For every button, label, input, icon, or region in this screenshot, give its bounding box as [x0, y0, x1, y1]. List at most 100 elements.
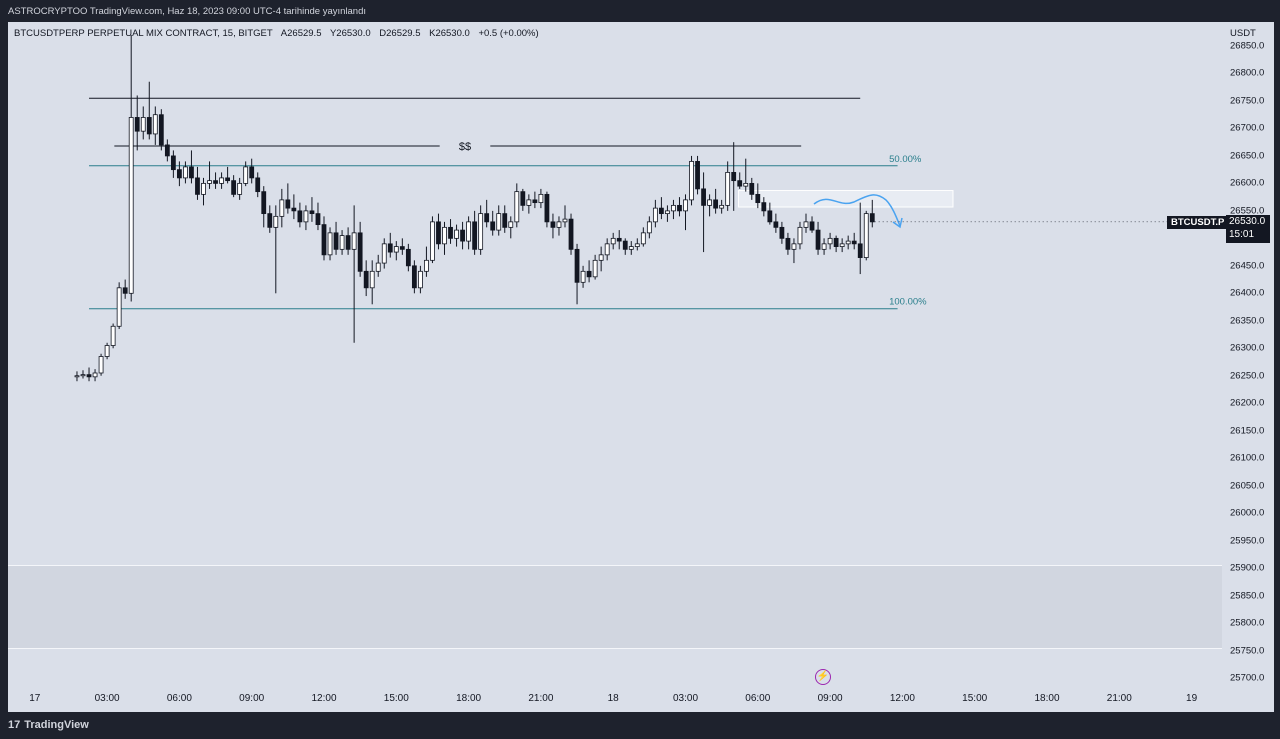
price-tick-label: 25750.0	[1230, 645, 1265, 657]
price-tick-label: 26850.0	[1230, 40, 1265, 52]
candle-body	[616, 237, 622, 242]
candle-body	[659, 207, 664, 215]
projection-arrowhead	[892, 217, 903, 229]
lower-indicator-pane	[8, 565, 1222, 649]
time-tick-label: 03:00	[672, 693, 699, 704]
candle-body	[767, 210, 773, 223]
candle-body	[592, 259, 598, 278]
candle-body	[689, 161, 694, 201]
last-price-tag: 26530.0 15:01	[1226, 215, 1270, 243]
attribution-text: ASTROCRYPTOO TradingView.com, Haz 18, 20…	[8, 6, 367, 17]
candle-body	[285, 199, 291, 209]
candle-body	[833, 237, 839, 247]
candle-body	[731, 171, 737, 182]
candle-body	[514, 191, 520, 223]
price-tick-label: 26300.0	[1230, 342, 1265, 354]
candle-body	[201, 182, 206, 195]
candle-body	[357, 232, 363, 272]
candle-body	[478, 213, 484, 250]
candle-body	[249, 166, 255, 179]
legend-open: A26529.5	[280, 28, 322, 39]
candle-body	[791, 243, 797, 250]
candle-body	[502, 213, 508, 228]
candle-body	[411, 265, 417, 289]
candle-body	[809, 221, 815, 231]
projection-arrow	[813, 194, 901, 227]
candle-body	[297, 210, 303, 223]
candle-body	[574, 248, 580, 283]
candle-body	[213, 180, 218, 184]
candle-body	[785, 237, 791, 250]
time-tick-label: 09:00	[239, 693, 265, 704]
time-axis[interactable]: 17 03:00 06:00 09:00 12:00 15:00 18:00 21:00 18 0…	[8, 686, 1222, 712]
candle-body	[381, 243, 387, 264]
legend-close: K26530.0	[429, 28, 470, 39]
legend-change: +0.5 (+0.00%)	[478, 28, 539, 39]
candle-body	[164, 144, 170, 157]
fib-100-label: 100.00%	[889, 297, 927, 308]
candle-body	[152, 114, 158, 135]
candle-body	[857, 243, 863, 258]
candle-body	[701, 188, 706, 206]
candle-body	[538, 193, 544, 204]
candle-body	[339, 235, 345, 250]
candle-body	[436, 221, 441, 245]
time-tick-label: 15:00	[962, 693, 988, 704]
price-tick-label: 26650.0	[1230, 150, 1265, 162]
price-axis-currency: USDT	[1230, 28, 1256, 39]
candle-body	[430, 221, 435, 261]
tradingview-logo[interactable]: 17 TradingView	[8, 719, 89, 731]
candle-body	[92, 372, 98, 378]
candle-body	[176, 169, 182, 179]
chart-pane[interactable]: $$ 50.00% 100.00% BTCUSDTPERP PERPETUAL MI…	[8, 22, 1222, 686]
candle-body	[448, 226, 453, 239]
time-tick-label: 18:00	[1034, 693, 1060, 704]
candle-body	[267, 213, 273, 228]
candle-body	[146, 117, 152, 135]
time-tick-label: 12:00	[311, 693, 337, 704]
price-tick-label: 26000.0	[1230, 507, 1265, 519]
candle-body	[442, 226, 447, 245]
time-tick-label: 18	[607, 693, 619, 704]
time-tick-label: 21:00	[1106, 693, 1132, 704]
candle-body	[779, 226, 785, 239]
candle-body	[556, 221, 562, 228]
candle-body	[122, 287, 128, 294]
candle-body	[713, 199, 719, 209]
candle-body	[604, 243, 610, 256]
candle-body	[387, 243, 393, 253]
candle-body	[189, 166, 194, 179]
candle-body	[610, 237, 616, 245]
price-tick-label: 26200.0	[1230, 397, 1265, 409]
lightning-icon[interactable]: ⚡	[815, 669, 831, 685]
candle-body	[863, 213, 869, 258]
candle-body	[243, 166, 249, 184]
price-tick-label: 26700.0	[1230, 122, 1265, 134]
price-tick-label: 25900.0	[1230, 562, 1265, 574]
price-tick-label: 26800.0	[1230, 67, 1265, 79]
price-axis[interactable]: USDT 26850.0 26800.0 26750.0 26700.0 26650.0…	[1222, 22, 1274, 712]
symbol-legend: BTCUSDTPERP PERPETUAL MIX CONTRACT, 15, …	[14, 28, 545, 39]
candle-body	[158, 114, 164, 146]
candle-body	[231, 180, 237, 195]
candle-body	[634, 243, 640, 247]
candle-body	[526, 199, 532, 206]
candlestick-chart[interactable]: $$ 50.00% 100.00%	[8, 22, 1222, 686]
candle-body	[665, 210, 670, 215]
candle-body	[134, 117, 140, 132]
candle-body	[869, 213, 875, 223]
time-tick-label: 17	[29, 693, 41, 704]
liquidity-label: $$	[459, 141, 471, 153]
candle-body	[520, 191, 526, 206]
candle-body	[737, 180, 743, 187]
price-tick-label: 26050.0	[1230, 480, 1265, 492]
candle-body	[417, 270, 423, 289]
candle-body	[652, 207, 658, 223]
price-tick-label: 26450.0	[1230, 260, 1265, 272]
price-tick-label: 26250.0	[1230, 370, 1265, 382]
candle-body	[761, 202, 767, 212]
candle-body	[568, 218, 574, 250]
candle-body	[393, 246, 399, 253]
candle-body	[375, 262, 381, 272]
candle-body	[399, 246, 405, 250]
